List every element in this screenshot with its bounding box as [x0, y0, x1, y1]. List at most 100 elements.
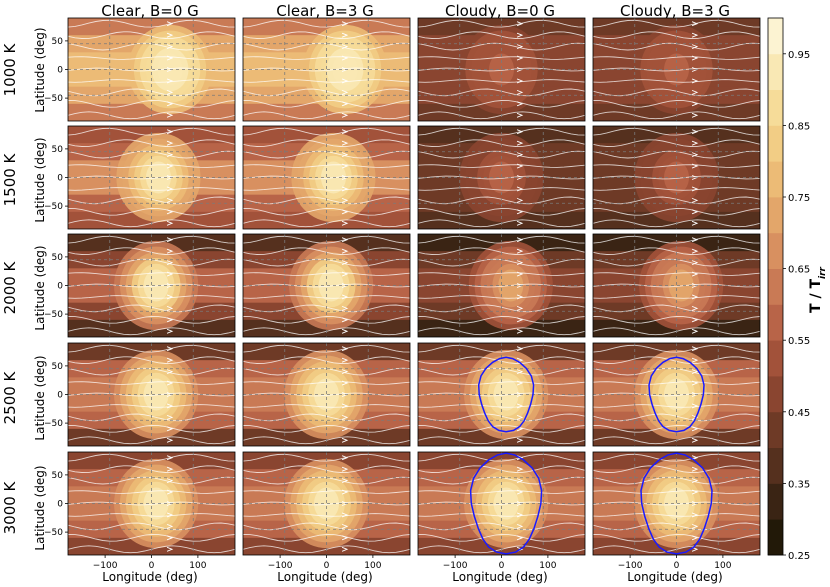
streamline-arrow: [691, 357, 699, 363]
streamline-arrow: [166, 426, 174, 432]
y-axis-label-1: Latitude (deg): [33, 27, 47, 112]
streamline-arrow: [691, 403, 699, 409]
streamline-arrow: [516, 260, 524, 266]
streamline-arrow: [341, 260, 349, 266]
streamline: [593, 295, 760, 299]
streamline: [243, 425, 410, 433]
streamline-arrow: [341, 535, 349, 541]
panel-frame: [417, 125, 586, 230]
streamline: [593, 127, 760, 136]
streamline: [593, 425, 760, 433]
cloud-free-contour: [469, 452, 543, 555]
streamline: [68, 381, 235, 385]
streamline-arrow: [166, 260, 174, 266]
streamline: [68, 67, 235, 72]
x-axis-label-2: Longitude (deg): [277, 570, 372, 584]
y-tick-label: −50: [44, 202, 63, 212]
streamline: [593, 490, 760, 494]
y-axis-label-3: Latitude (deg): [33, 245, 47, 330]
row-label-1: 1000 K: [1, 42, 19, 96]
streamline: [243, 295, 410, 299]
streamline-arrow: [516, 271, 524, 277]
streamline: [243, 344, 410, 353]
panel-field: [68, 234, 235, 337]
streamline-arrow: [341, 271, 349, 277]
panel-field: [418, 343, 585, 446]
panel-2-4: [592, 125, 761, 230]
panel-3-2: [242, 233, 411, 338]
colorbar-tick-label: 0.65: [788, 265, 810, 276]
colorbar-segment: [768, 197, 783, 234]
x-tick-label: 0: [324, 561, 330, 571]
panel-field: [68, 452, 235, 555]
colorbar-segment: [768, 340, 783, 377]
streamline-arrow: [166, 294, 174, 300]
streamline-arrow: [516, 414, 524, 420]
streamline-arrow: [516, 140, 524, 146]
y-tick-label: 50: [52, 145, 64, 155]
cloud-free-contour: [640, 452, 713, 555]
streamline-arrow: [341, 403, 349, 409]
streamline-arrow: [166, 186, 174, 192]
streamline-arrow: [516, 403, 524, 409]
streamline-arrow: [341, 78, 349, 84]
streamline-arrow: [691, 369, 699, 375]
panel-1-1: 50 0 −50: [44, 17, 236, 122]
streamline-arrow: [341, 346, 349, 352]
streamline: [418, 344, 585, 353]
x-axis-label-4: Longitude (deg): [627, 570, 722, 584]
streamline: [418, 79, 585, 83]
streamline: [418, 208, 585, 216]
streamline-arrow: [691, 237, 699, 243]
streamline: [593, 56, 760, 60]
streamline: [418, 316, 585, 324]
cloud-free-contour: [648, 356, 705, 433]
streamline-arrow: [691, 305, 699, 311]
x-axis-label-3: Longitude (deg): [452, 570, 547, 584]
streamline-arrow: [691, 209, 699, 215]
streamline: [68, 425, 235, 433]
streamline-arrow: [166, 101, 174, 107]
streamline-arrow: [166, 346, 174, 352]
streamline-arrow: [516, 380, 524, 386]
row-label-5: 3000 K: [1, 480, 19, 534]
streamline: [593, 283, 760, 288]
streamline-arrow: [341, 426, 349, 432]
streamline: [593, 100, 760, 108]
streamline: [418, 404, 585, 408]
panel-2-2: [242, 125, 411, 230]
streamline-arrow: [166, 317, 174, 323]
panel-frame: [242, 125, 411, 230]
colorbar-segment: [768, 411, 783, 448]
panel-2-3: [417, 125, 586, 230]
streamline-arrow: [516, 78, 524, 84]
streamline: [593, 534, 760, 542]
panel-field: [68, 126, 235, 229]
field-contour-level: [488, 53, 515, 86]
streamline-arrow: [341, 546, 349, 552]
x-tick-label: 100: [364, 561, 381, 571]
streamline: [243, 208, 410, 216]
y-axis-label-5: Latitude (deg): [33, 465, 47, 550]
streamline-arrow: [691, 294, 699, 300]
streamline: [68, 392, 235, 397]
panel-field: [243, 18, 410, 121]
streamline: [243, 79, 410, 83]
streamline-arrow: [516, 152, 524, 158]
x-tick-label: 0: [674, 561, 680, 571]
panel-frame: [242, 233, 411, 338]
streamline: [243, 127, 410, 136]
streamline: [593, 67, 760, 72]
row-label-4: 2500 K: [1, 370, 19, 424]
streamline-arrow: [516, 209, 524, 215]
panel-field: [68, 343, 235, 446]
streamline-arrow: [516, 305, 524, 311]
colorbar-segment: [768, 125, 783, 162]
streamline-arrow: [341, 328, 349, 334]
streamline: [418, 164, 585, 168]
streamline-arrow: [516, 437, 524, 443]
streamline-arrow: [341, 466, 349, 472]
streamline: [243, 187, 410, 191]
colorbar-segment: [768, 447, 783, 484]
y-tick-label: 0: [57, 500, 63, 510]
